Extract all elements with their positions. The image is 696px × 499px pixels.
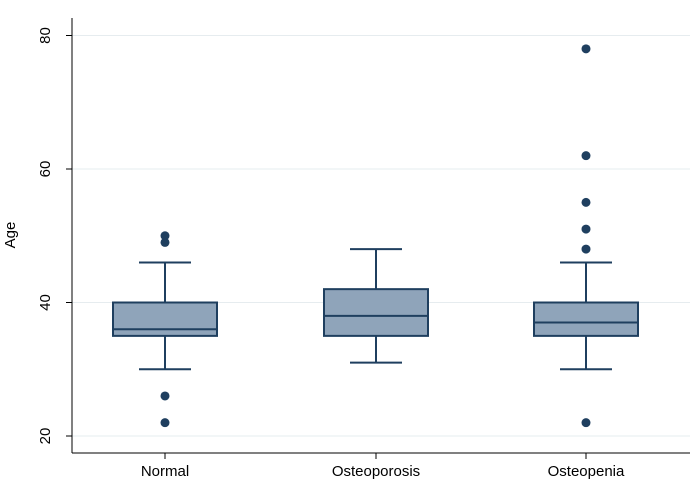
x-tick-label-osteopenia: Osteopenia: [548, 463, 625, 480]
x-ticks: Normal Osteoporosis Osteopenia: [141, 453, 625, 480]
box-group-normal: [112, 231, 218, 428]
box-iqr-osteopenia: [533, 301, 639, 337]
outlier-point-osteopenia-3: [581, 197, 591, 207]
outlier-point-normal-2: [160, 237, 170, 247]
x-tick-label-osteoporosis: Osteoporosis: [332, 463, 420, 480]
y-tick-label-40: 40: [37, 294, 54, 311]
outlier-point-osteopenia-0: [581, 418, 591, 428]
outlier-point-osteopenia-4: [581, 151, 591, 161]
y-tick-label-20: 20: [37, 428, 54, 445]
box-group-osteoporosis: [323, 248, 429, 364]
outlier-point-normal-1: [160, 391, 170, 401]
outlier-point-osteopenia-1: [581, 244, 591, 254]
outlier-point-osteopenia-2: [581, 224, 591, 234]
box-iqr-normal: [112, 301, 218, 337]
outlier-point-normal-0: [160, 418, 170, 428]
y-tick-label-80: 80: [37, 27, 54, 44]
y-tick-label-60: 60: [37, 161, 54, 178]
box-group-osteopenia: [533, 44, 639, 428]
y-ticks: 20 40 60 80: [37, 27, 72, 444]
outlier-point-osteopenia-5: [581, 44, 591, 54]
outlier-point-normal-3: [160, 231, 170, 241]
y-axis-title: Age: [2, 222, 19, 249]
x-tick-label-normal: Normal: [141, 463, 189, 480]
axes: [71, 18, 690, 454]
boxes: [112, 44, 639, 428]
box-iqr-osteoporosis: [323, 288, 429, 337]
